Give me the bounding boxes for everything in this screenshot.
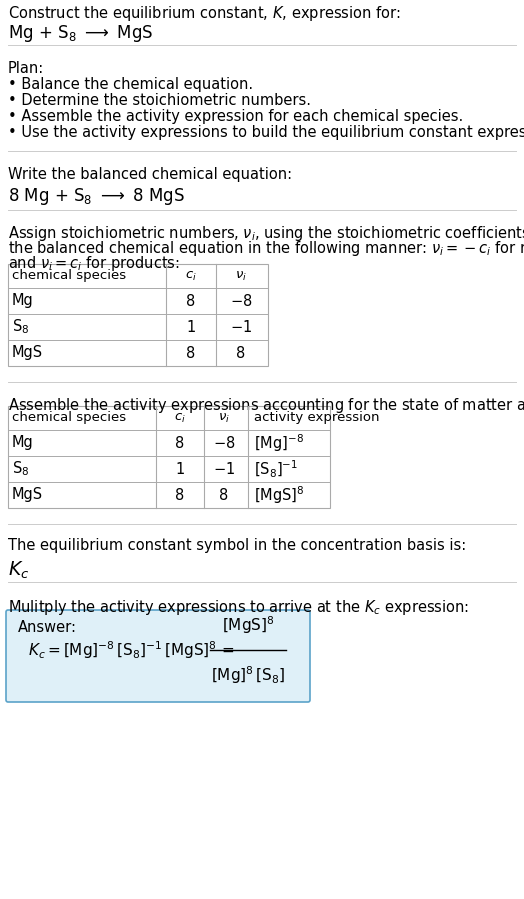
Text: Mg: Mg [12,293,34,308]
Text: Assemble the activity expressions accounting for the state of matter and $\nu_i$: Assemble the activity expressions accoun… [8,396,524,415]
Text: chemical species: chemical species [12,412,126,424]
Text: Answer:: Answer: [18,620,77,635]
Text: Mg: Mg [12,435,34,450]
Text: 8: 8 [176,435,184,450]
Text: • Assemble the activity expression for each chemical species.: • Assemble the activity expression for e… [8,109,463,124]
Text: the balanced chemical equation in the following manner: $\nu_i = -c_i$ for react: the balanced chemical equation in the fo… [8,239,524,258]
Text: 8 Mg + S$_8$ $\longrightarrow$ 8 MgS: 8 Mg + S$_8$ $\longrightarrow$ 8 MgS [8,186,185,207]
Text: activity expression: activity expression [254,412,379,424]
Text: MgS: MgS [12,487,43,503]
Text: • Determine the stoichiometric numbers.: • Determine the stoichiometric numbers. [8,93,311,108]
Text: 8: 8 [220,487,228,503]
Text: S$_8$: S$_8$ [12,459,29,478]
Text: The equilibrium constant symbol in the concentration basis is:: The equilibrium constant symbol in the c… [8,538,466,553]
Text: $c_i$: $c_i$ [185,270,197,282]
Bar [8,264,268,366]
Text: and $\nu_i = c_i$ for products:: and $\nu_i = c_i$ for products: [8,254,180,273]
Text: 8: 8 [187,345,195,360]
Text: Mulitply the activity expressions to arrive at the $K_c$ expression:: Mulitply the activity expressions to arr… [8,598,469,617]
Text: Assign stoichiometric numbers, $\nu_i$, using the stoichiometric coefficients, $: Assign stoichiometric numbers, $\nu_i$, … [8,224,524,243]
Text: $K_c$: $K_c$ [8,560,29,582]
Text: $\nu_i$: $\nu_i$ [218,412,230,424]
Text: $[\mathrm{S_8}]^{-1}$: $[\mathrm{S_8}]^{-1}$ [254,458,298,479]
Text: 1: 1 [176,461,184,476]
Text: 1: 1 [187,319,195,334]
FancyBboxPatch shape [6,610,310,702]
Text: Construct the equilibrium constant, $K$, expression for:: Construct the equilibrium constant, $K$,… [8,4,401,23]
Text: $-8$: $-8$ [213,435,235,451]
Text: 8: 8 [187,293,195,308]
Text: • Balance the chemical equation.: • Balance the chemical equation. [8,77,253,92]
Text: Mg + S$_8$ $\longrightarrow$ MgS: Mg + S$_8$ $\longrightarrow$ MgS [8,23,154,44]
Text: $[\mathrm{Mg}]^{-8}$: $[\mathrm{Mg}]^{-8}$ [254,432,304,454]
Text: $K_c = [\mathrm{Mg}]^{-8}\,[\mathrm{S_8}]^{-1}\,[\mathrm{MgS}]^{8}\, = $: $K_c = [\mathrm{Mg}]^{-8}\,[\mathrm{S_8}… [28,639,235,661]
Text: $-8$: $-8$ [230,293,252,309]
Bar [8,406,330,508]
Text: S$_8$: S$_8$ [12,317,29,336]
Text: 8: 8 [236,345,246,360]
Text: $[\mathrm{MgS}]^{8}$: $[\mathrm{MgS}]^{8}$ [222,614,274,636]
Text: 8: 8 [176,487,184,503]
Text: Plan:: Plan: [8,61,44,76]
Text: Write the balanced chemical equation:: Write the balanced chemical equation: [8,167,292,182]
Text: MgS: MgS [12,345,43,360]
Text: chemical species: chemical species [12,270,126,282]
Text: $\nu_i$: $\nu_i$ [235,270,247,282]
Text: $c_i$: $c_i$ [174,412,186,424]
Text: • Use the activity expressions to build the equilibrium constant expression.: • Use the activity expressions to build … [8,125,524,140]
Text: $-1$: $-1$ [230,319,252,335]
Text: $-1$: $-1$ [213,461,235,477]
Text: $[\mathrm{MgS}]^{8}$: $[\mathrm{MgS}]^{8}$ [254,485,304,506]
Text: $[\mathrm{Mg}]^{8}\,[\mathrm{S_8}]$: $[\mathrm{Mg}]^{8}\,[\mathrm{S_8}]$ [211,664,285,686]
